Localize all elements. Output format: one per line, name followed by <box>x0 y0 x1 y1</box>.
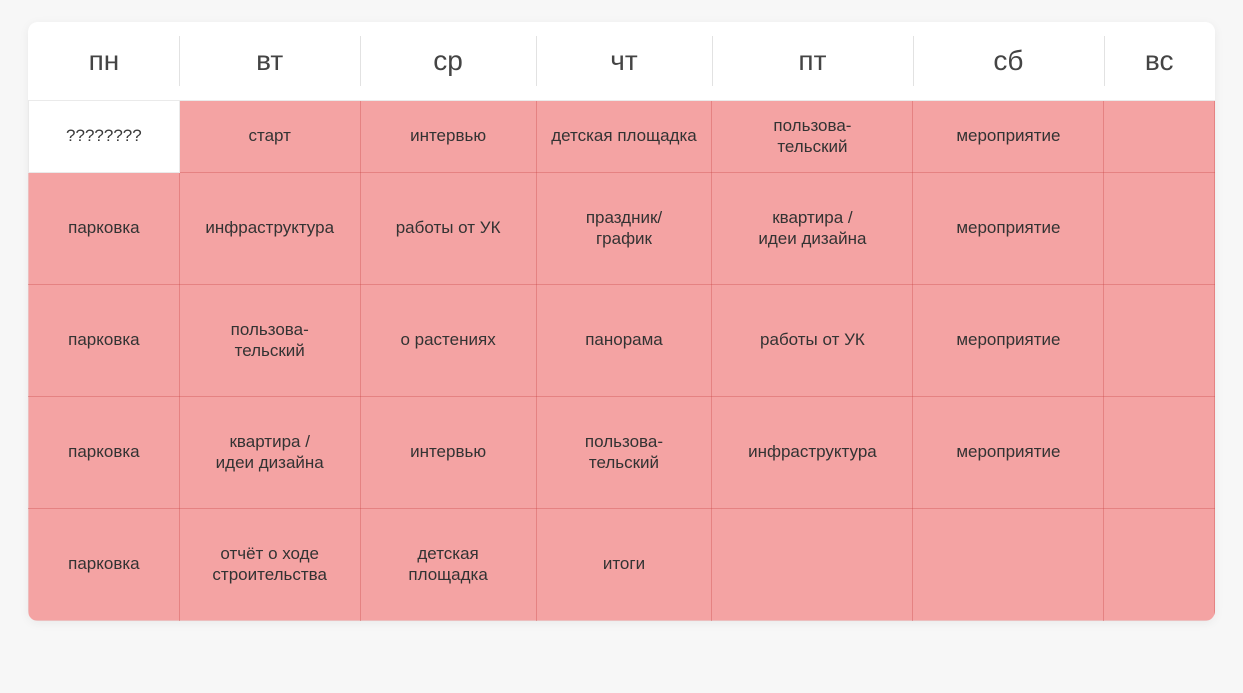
day-header-thu: чт <box>536 22 712 100</box>
calendar-table: пн вт ср чт пт сб вс ????????стартинтерв… <box>28 22 1215 621</box>
calendar-cell: интервью <box>360 100 536 172</box>
table-row: парковкаинфраструктураработы от УКпраздн… <box>29 172 1215 284</box>
calendar-cell: парковка <box>29 172 180 284</box>
calendar-cell: детская площадка <box>536 100 712 172</box>
calendar-cell: отчёт о ходестроительства <box>179 508 360 620</box>
day-header-sat: сб <box>913 22 1104 100</box>
calendar-cell <box>1104 100 1215 172</box>
day-header-fri: пт <box>712 22 913 100</box>
calendar-cell: ???????? <box>29 100 180 172</box>
day-header-wed: ср <box>360 22 536 100</box>
calendar-cell <box>1104 396 1215 508</box>
calendar-cell: мероприятие <box>913 284 1104 396</box>
calendar-cell: пользова-тельский <box>179 284 360 396</box>
calendar-cell: мероприятие <box>913 100 1104 172</box>
calendar-cell <box>1104 508 1215 620</box>
calendar-cell: детскаяплощадка <box>360 508 536 620</box>
calendar-cell: пользова-тельский <box>536 396 712 508</box>
calendar-cell: мероприятие <box>913 396 1104 508</box>
calendar-cell: работы от УК <box>712 284 913 396</box>
calendar-cell: парковка <box>29 508 180 620</box>
calendar-cell <box>712 508 913 620</box>
calendar-cell <box>1104 172 1215 284</box>
calendar-cell: парковка <box>29 284 180 396</box>
calendar-cell: старт <box>179 100 360 172</box>
table-row: парковкаотчёт о ходестроительствадетская… <box>29 508 1215 620</box>
calendar-header: пн вт ср чт пт сб вс <box>29 22 1215 100</box>
calendar-cell: интервью <box>360 396 536 508</box>
day-header-tue: вт <box>179 22 360 100</box>
table-row: парковкаквартира /идеи дизайнаинтервьюпо… <box>29 396 1215 508</box>
table-row: ????????стартинтервьюдетская площадкапол… <box>29 100 1215 172</box>
calendar-cell <box>1104 284 1215 396</box>
calendar-cell: инфраструктура <box>179 172 360 284</box>
day-header-mon: пн <box>29 22 180 100</box>
calendar-cell: квартира /идеи дизайна <box>712 172 913 284</box>
day-header-sun: вс <box>1104 22 1215 100</box>
calendar-card: пн вт ср чт пт сб вс ????????стартинтерв… <box>28 22 1215 621</box>
calendar-cell: квартира /идеи дизайна <box>179 396 360 508</box>
calendar-cell: панорама <box>536 284 712 396</box>
table-row: парковкапользова-тельскийо растенияхпано… <box>29 284 1215 396</box>
page-wrapper: пн вт ср чт пт сб вс ????????стартинтерв… <box>0 0 1243 643</box>
calendar-cell: итоги <box>536 508 712 620</box>
calendar-cell: парковка <box>29 396 180 508</box>
calendar-cell: работы от УК <box>360 172 536 284</box>
calendar-cell: о растениях <box>360 284 536 396</box>
calendar-cell: мероприятие <box>913 172 1104 284</box>
calendar-cell: пользова-тельский <box>712 100 913 172</box>
calendar-cell: праздник/график <box>536 172 712 284</box>
calendar-cell: инфраструктура <box>712 396 913 508</box>
calendar-body: ????????стартинтервьюдетская площадкапол… <box>29 100 1215 620</box>
calendar-cell <box>913 508 1104 620</box>
